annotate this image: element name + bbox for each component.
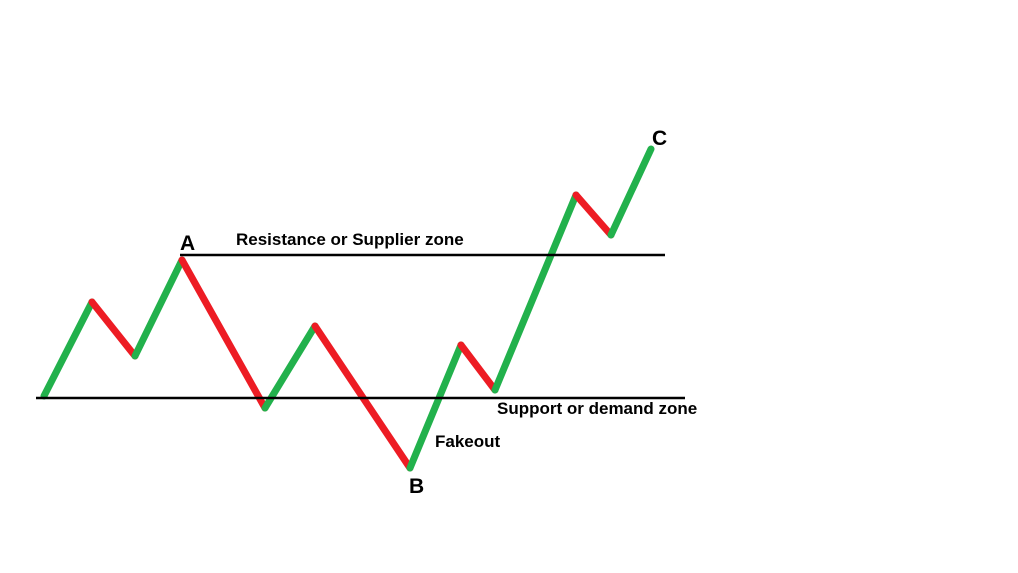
down-move-segment: [88, 298, 139, 360]
down-move-segment: [178, 256, 269, 412]
down-move-segment: [457, 341, 499, 394]
fakeout-label: Fakeout: [435, 432, 501, 451]
point-b-label: B: [409, 475, 424, 498]
up-move-segment: [40, 298, 96, 400]
up-move-segment: [261, 322, 319, 412]
point-c-label: C: [652, 127, 667, 150]
point-a-label: A: [180, 232, 195, 255]
up-move-segment: [131, 256, 186, 360]
up-move-segment: [406, 341, 465, 472]
price-zigzag: [40, 145, 655, 472]
up-move-segment: [491, 191, 580, 394]
down-move-segment: [572, 191, 615, 239]
support-label: Support or demand zone: [497, 399, 697, 418]
up-move-segment: [607, 145, 655, 239]
resistance-label: Resistance or Supplier zone: [236, 230, 464, 249]
